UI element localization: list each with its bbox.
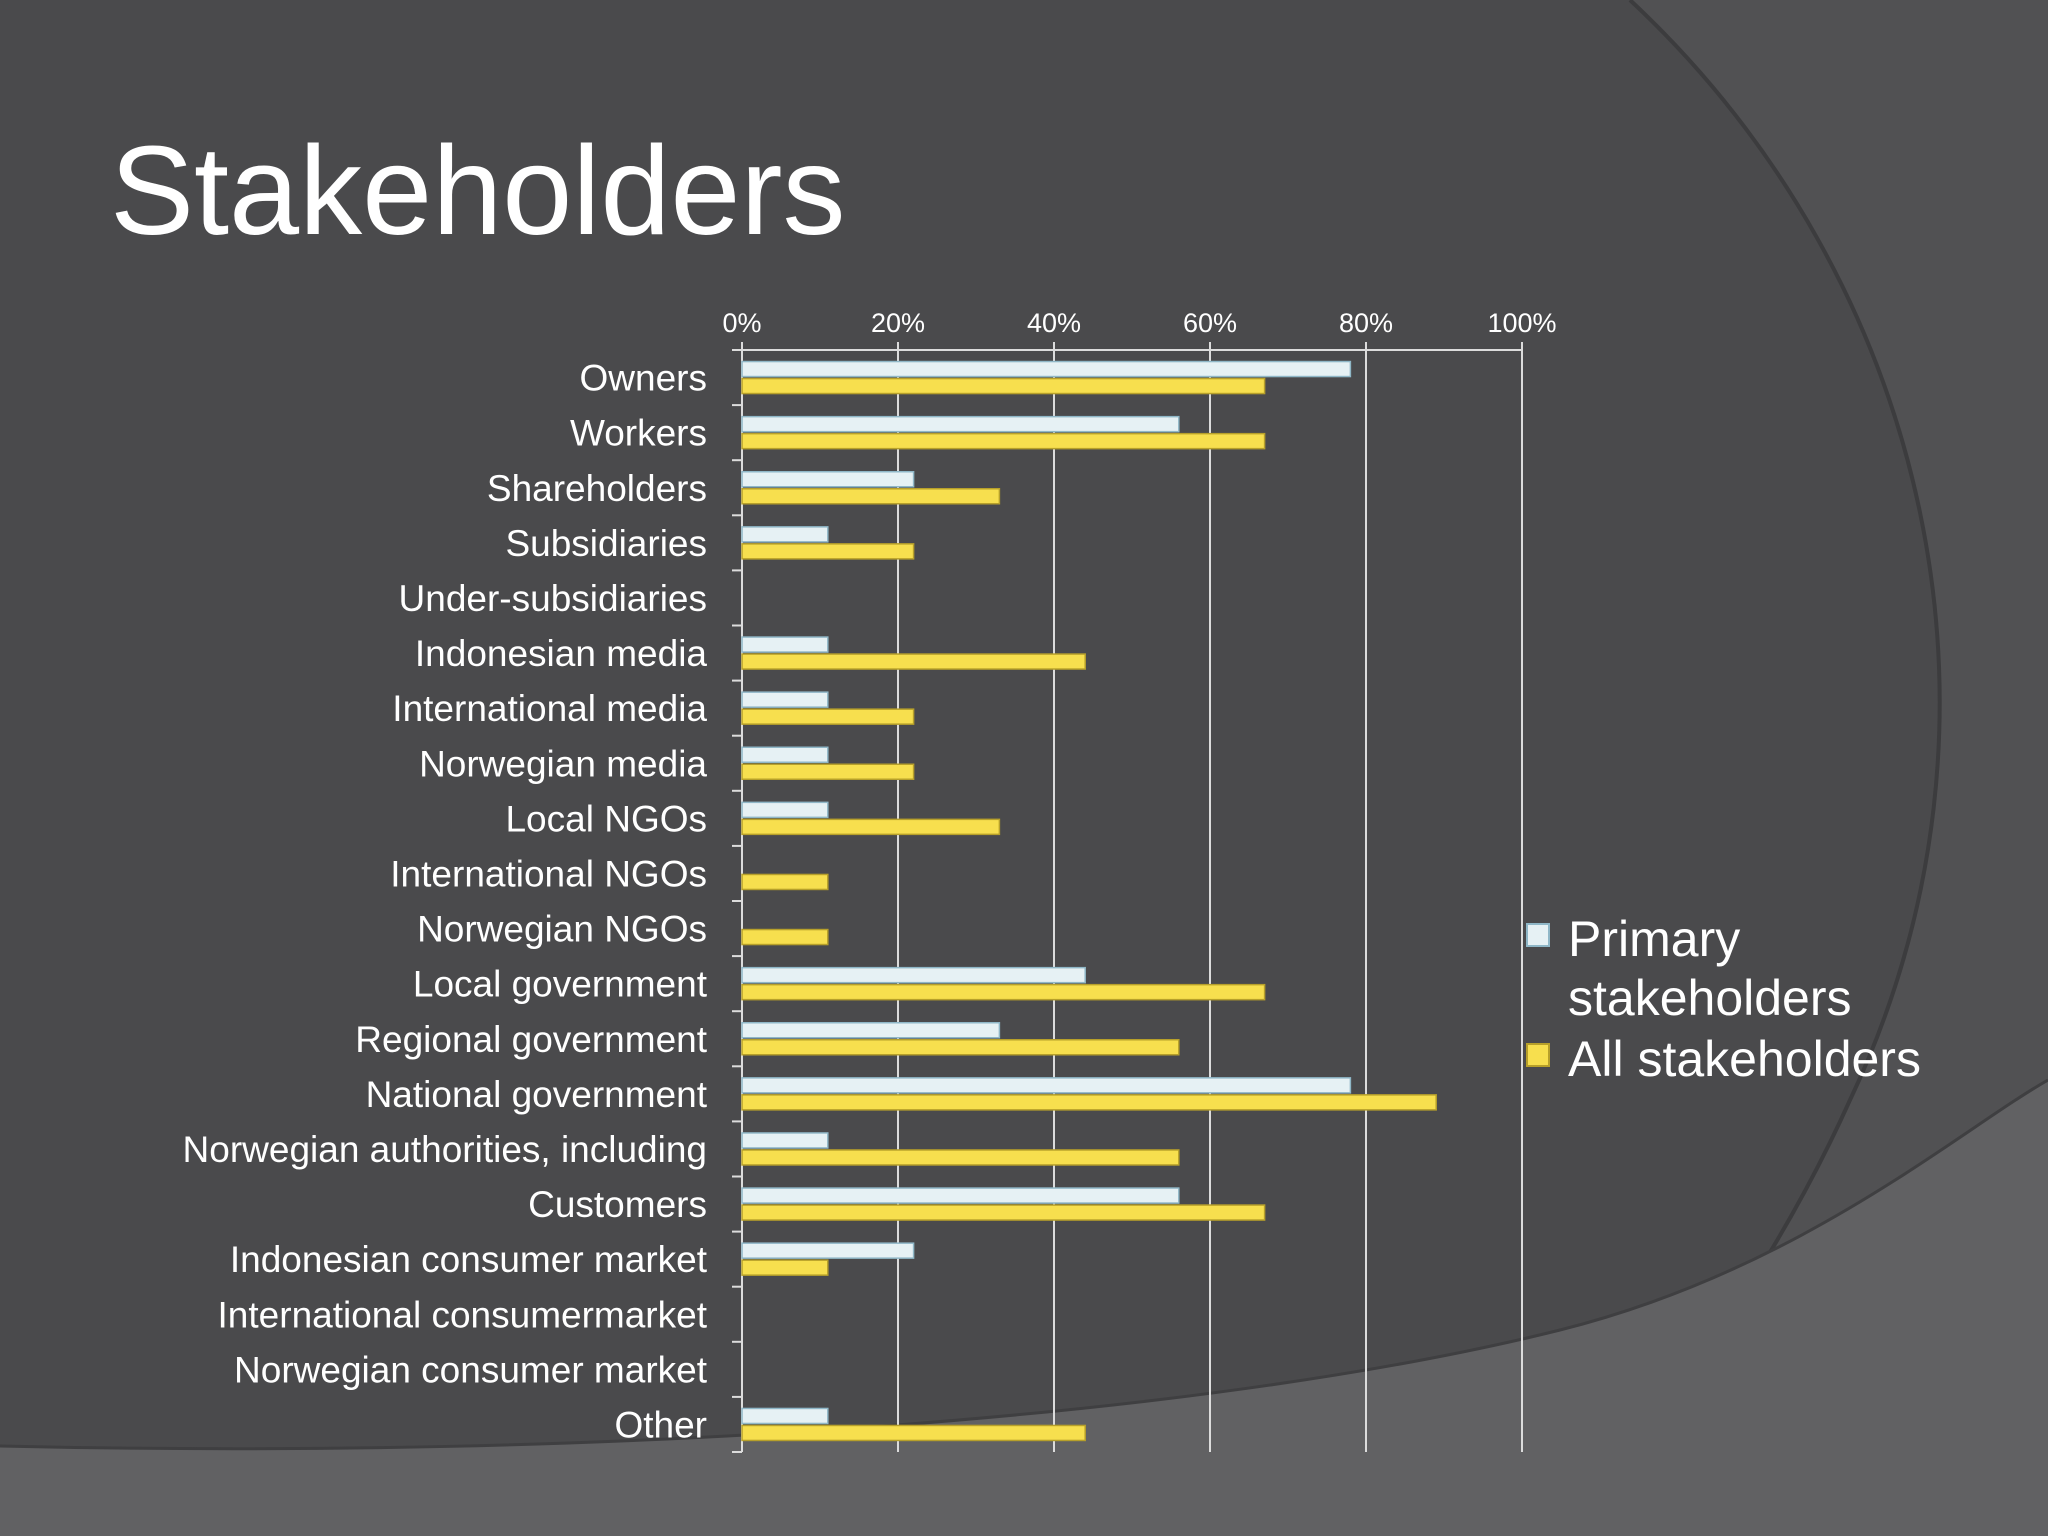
category-label: Norwegian authorities, including — [183, 1129, 707, 1170]
background-bottom-swoosh — [0, 1080, 2048, 1536]
category-label: Under-subsidiaries — [399, 578, 707, 619]
bar-primary — [741, 1077, 1352, 1094]
bar-all — [741, 928, 829, 946]
bar-all — [741, 543, 915, 560]
category-label: Owners — [580, 358, 707, 399]
category-label: Shareholders — [487, 468, 707, 509]
legend-label-primary: Primary stakeholders — [1568, 911, 1852, 1026]
bar-primary — [741, 966, 1086, 984]
bar-all — [741, 1204, 1266, 1221]
category-label: Customers — [528, 1184, 707, 1225]
bar-all — [741, 818, 1001, 836]
bar-primary — [741, 1132, 829, 1149]
category-label: Local NGOs — [505, 798, 707, 839]
bar-all — [741, 1259, 829, 1276]
bar-all — [741, 432, 1266, 450]
slide-title: Stakeholders — [110, 120, 846, 261]
legend-item-all: All stakeholders — [1526, 1030, 2026, 1089]
legend-swatch-all — [1526, 1043, 1550, 1067]
legend-item-primary: Primary stakeholders — [1526, 910, 2026, 1028]
category-label: International media — [392, 688, 707, 729]
x-tick-label-0: 0% — [722, 308, 761, 338]
x-tick-label-100: 100% — [1487, 308, 1556, 338]
category-label: Norwegian NGOs — [417, 909, 707, 950]
bar-primary — [741, 1022, 1001, 1039]
bar-all — [741, 653, 1086, 670]
bar-primary — [741, 636, 829, 653]
chart-legend: Primary stakeholders All stakeholders — [1526, 910, 2026, 1091]
bar-all — [741, 873, 829, 891]
bar-primary — [741, 360, 1352, 378]
bar-primary — [741, 691, 829, 708]
background-arc-shape — [1560, 0, 2048, 1536]
bar-primary — [741, 1187, 1180, 1204]
bar-primary — [741, 415, 1180, 433]
bar-all — [741, 708, 915, 725]
category-label: Norwegian media — [419, 743, 707, 784]
chart-gridlines — [897, 350, 1523, 1452]
category-label: Norwegian consumer market — [234, 1349, 708, 1390]
bar-primary — [741, 801, 829, 819]
category-label: Workers — [570, 413, 707, 454]
bar-all — [741, 1424, 1086, 1442]
bar-primary — [741, 1407, 829, 1425]
x-tick-label-20: 20% — [871, 308, 925, 338]
bar-primary — [741, 746, 829, 763]
bar-all — [741, 377, 1266, 395]
bar-all — [741, 763, 915, 780]
chart-category-labels: Owners Workers Shareholders Subsidiaries Und… — [183, 358, 708, 1446]
category-label: International consumermarket — [218, 1294, 708, 1335]
category-label: Indonesian media — [415, 633, 708, 674]
bar-all — [741, 488, 1001, 505]
background-swoosh-line — [0, 1078, 2048, 1451]
category-label: National government — [366, 1074, 708, 1115]
category-label: Indonesian consumer market — [230, 1239, 708, 1280]
bar-all — [741, 983, 1266, 1001]
bar-all — [741, 1039, 1180, 1056]
category-label: Other — [614, 1404, 707, 1445]
bar-all — [741, 1094, 1437, 1111]
x-tick-label-40: 40% — [1027, 308, 1081, 338]
bar-all — [741, 1149, 1180, 1166]
bar-primary — [741, 526, 829, 543]
category-label: Regional government — [355, 1019, 707, 1060]
legend-label-all: All stakeholders — [1568, 1031, 1921, 1087]
chart-bars — [741, 360, 1437, 1442]
bar-primary — [741, 1242, 915, 1259]
x-tick-label-80: 80% — [1339, 308, 1393, 338]
category-label: International NGOs — [390, 853, 707, 894]
x-tick-label-60: 60% — [1183, 308, 1237, 338]
category-label: Subsidiaries — [505, 523, 707, 564]
bar-primary — [741, 471, 915, 488]
category-label: Local government — [413, 964, 708, 1005]
legend-swatch-primary — [1526, 923, 1550, 947]
